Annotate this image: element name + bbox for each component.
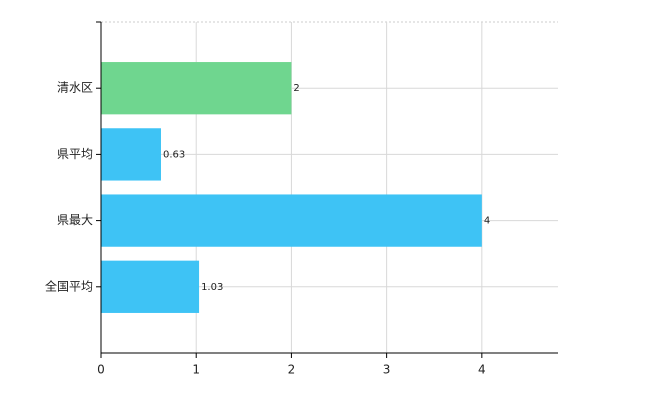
- value-label: 0.63: [163, 149, 185, 160]
- value-label: 2: [293, 83, 299, 94]
- x-tick-label: 3: [383, 363, 391, 377]
- x-tick-label: 2: [288, 363, 296, 377]
- bar: [101, 62, 292, 115]
- y-tick-label: 清水区: [57, 81, 93, 95]
- bar: [101, 194, 482, 247]
- x-tick-label: 4: [478, 363, 486, 377]
- y-tick-label: 県平均: [57, 147, 93, 161]
- bar: [101, 260, 200, 313]
- bar: [101, 128, 161, 181]
- x-tick-label: 0: [97, 363, 105, 377]
- value-label: 4: [484, 216, 490, 227]
- y-tick-label: 全国平均: [45, 278, 93, 293]
- value-label: 1.03: [201, 282, 223, 293]
- x-tick-label: 1: [192, 363, 200, 377]
- y-tick-label: 県最大: [57, 213, 93, 227]
